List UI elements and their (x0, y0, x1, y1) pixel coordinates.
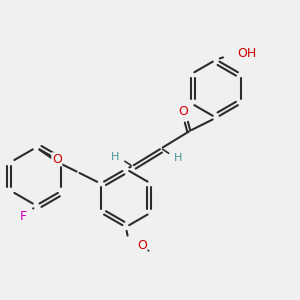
Text: H: H (111, 152, 120, 162)
Text: F: F (20, 210, 26, 223)
Text: O: O (52, 153, 62, 166)
Text: O: O (137, 239, 147, 252)
Text: H: H (174, 153, 182, 163)
Text: O: O (178, 105, 188, 118)
Text: OH: OH (238, 47, 257, 60)
